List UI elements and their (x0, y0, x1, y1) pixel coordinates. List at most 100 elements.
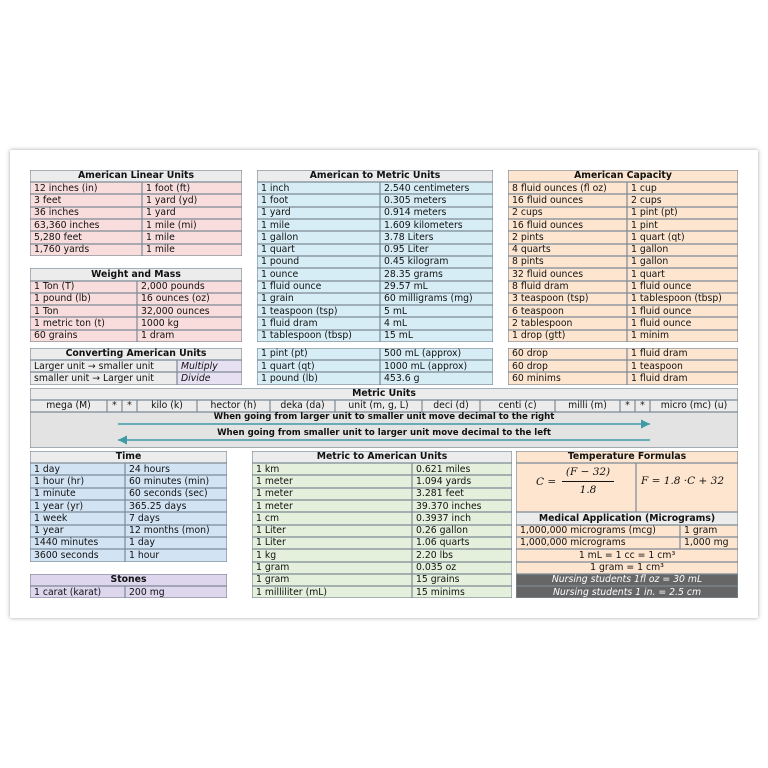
note-band (30, 412, 738, 448)
table-cell: 2.20 lbs (412, 549, 512, 562)
table-cell: 15 mL (380, 329, 493, 343)
table-cell: 1 milliliter (mL) (252, 586, 412, 599)
table-cell: 60 seconds (sec) (125, 487, 227, 501)
table-cell: 1 minute (30, 487, 125, 501)
metric-prefix: deka (da) (270, 399, 335, 413)
table-cell: 5 mL (380, 305, 493, 318)
table-cell: 1 fluid ounce (627, 317, 738, 330)
formula-text: C = (536, 476, 557, 488)
table-cell: 0.3937 inch (412, 512, 512, 525)
table-cell: Larger unit → smaller unit (30, 360, 177, 373)
section-title: Temperature Formulas (516, 450, 738, 464)
table-cell: 1 pint (pt) (257, 347, 380, 361)
metric-prefix: mega (M) (30, 399, 107, 413)
nursing-note: Nursing students 1fl oz = 30 mL (516, 573, 738, 587)
table-cell: 1 km (252, 463, 412, 476)
table-cell: 2.540 centimeters (380, 182, 493, 195)
metric-prefix: * (122, 399, 137, 413)
metric-prefix: centi (c) (480, 399, 555, 413)
table-cell: 1 gram (252, 573, 412, 587)
section-title: Medical Application (Micrograms) (516, 512, 738, 525)
table-cell: 12 months (mon) (125, 524, 227, 537)
table-cell: 16 fluid ounces (508, 194, 627, 207)
table-cell: 1 pound (257, 255, 380, 269)
table-cell: 1 carat (karat) (30, 586, 125, 599)
table-cell: 12 inches (in) (30, 182, 142, 195)
table-cell: 29.57 mL (380, 280, 493, 293)
table-cell: 1 gallon (627, 243, 738, 256)
table-cell: 1000 mL (approx) (380, 360, 493, 373)
table-cell: 3.281 feet (412, 487, 512, 501)
table-cell: 1,760 yards (30, 243, 142, 256)
table-cell: 0.035 oz (412, 561, 512, 574)
metric-prefix: milli (m) (555, 399, 620, 413)
table-cell: 1 foot (257, 194, 380, 207)
section-title: Metric Units (30, 387, 738, 401)
table-cell: 1 quart (qt) (627, 231, 738, 244)
table-cell: 15 grains (412, 573, 512, 587)
table-cell: 3600 seconds (30, 549, 125, 562)
table-cell: 28.35 grams (380, 268, 493, 281)
table-cell: 2 tablespoon (508, 317, 627, 330)
table-cell: 1 week (30, 512, 125, 525)
table-cell: 15 minims (412, 586, 512, 599)
table-cell: 32 fluid ounces (508, 268, 627, 281)
nursing-note: Nursing students 1 in. = 2.5 cm (516, 586, 738, 599)
table-cell: 1 yard (yd) (142, 194, 242, 207)
table-cell: 1 Ton (30, 305, 137, 318)
metric-prefix: unit (m, g, L) (335, 399, 422, 413)
table-cell: 1 quart (qt) (257, 360, 380, 373)
table-cell: 1,000 mg (680, 536, 738, 550)
table-cell: 1 fluid ounce (257, 280, 380, 293)
table-cell: 1440 minutes (30, 536, 125, 550)
section-title: American to Metric Units (257, 169, 493, 183)
formula-text: F = 1.8 ·C + 32 (641, 475, 725, 487)
table-cell: 1 pint (627, 219, 738, 232)
table-cell: 60 minutes (min) (125, 475, 227, 488)
table-cell: 1 fluid ounce (627, 305, 738, 318)
table-cell: 1 fluid dram (257, 317, 380, 330)
medical-line: 1 mL = 1 cc = 1 cm³ (516, 549, 738, 562)
table-cell: 1 fluid dram (627, 372, 738, 385)
section-title: American Capacity (508, 169, 738, 183)
table-cell: 1 fluid dram (627, 347, 738, 361)
table-cell: 1 mile (142, 243, 242, 256)
table-cell: 0.26 gallon (412, 524, 512, 537)
table-cell: 60 milligrams (mg) (380, 292, 493, 306)
table-cell: 1 gallon (627, 255, 738, 269)
table-cell: 1 dram (137, 329, 242, 343)
metric-prefix: hector (h) (197, 399, 270, 413)
table-cell: 1 meter (252, 487, 412, 501)
section-title: Metric to American Units (252, 450, 512, 464)
table-cell: 1 year (yr) (30, 500, 125, 513)
table-cell: 0.621 miles (412, 463, 512, 476)
table-cell: 453.6 g (380, 372, 493, 385)
table-cell: 8 fluid ounces (fl oz) (508, 182, 627, 195)
table-cell: 16 fluid ounces (508, 219, 627, 232)
table-cell: 6 teaspoon (508, 305, 627, 318)
table-cell: 1 pint (pt) (627, 206, 738, 220)
table-cell: 32,000 ounces (137, 305, 242, 318)
table-cell: 3 teaspoon (tsp) (508, 292, 627, 306)
table-cell: 5,280 feet (30, 231, 142, 244)
table-cell: Divide (177, 372, 242, 385)
table-cell: 24 hours (125, 463, 227, 476)
table-cell: 1 quart (627, 268, 738, 281)
table-cell: 1 yard (142, 206, 242, 220)
table-cell: 1 teaspoon (627, 360, 738, 373)
table-cell: 60 grains (30, 329, 137, 343)
formula-box (516, 463, 636, 513)
table-cell: 7 days (125, 512, 227, 525)
table-cell: 1 yard (257, 206, 380, 220)
section-title: Stones (30, 573, 227, 587)
table-cell: 1 foot (ft) (142, 182, 242, 195)
medical-line: 1 gram = 1 cm³ (516, 561, 738, 574)
table-cell: 4 quarts (508, 243, 627, 256)
table-cell: 1 mile (142, 231, 242, 244)
table-cell: Multiply (177, 360, 242, 373)
formula-text: (F − 32) (565, 466, 611, 478)
table-cell: 365.25 days (125, 500, 227, 513)
table-cell: 1,000,000 micrograms (mcg) (516, 524, 680, 537)
table-cell: 36 inches (30, 206, 142, 220)
table-cell: 16 ounces (oz) (137, 292, 242, 306)
